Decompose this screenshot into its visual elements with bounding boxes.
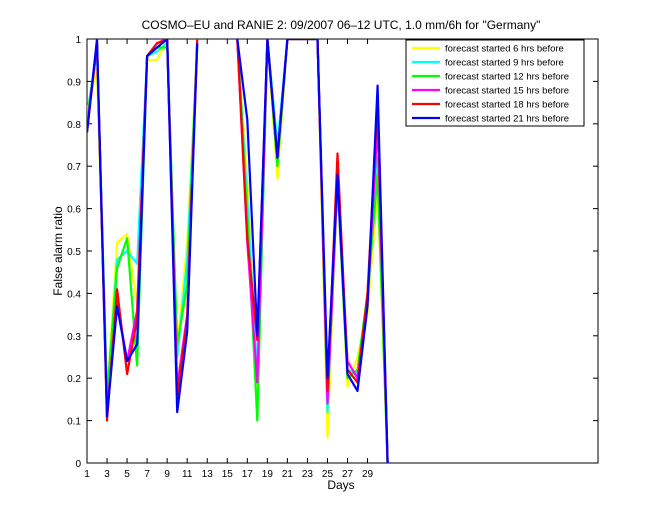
x-tick-label: 11 (182, 469, 193, 480)
y-tick-label: 0.4 (67, 289, 81, 300)
x-tick-label: 23 (302, 469, 314, 480)
legend: forecast started 6 hrs before forecast st… (405, 39, 585, 127)
x-tick-label: 1 (84, 469, 90, 480)
y-tick-label: 0.2 (67, 374, 81, 385)
x-tick-label: 25 (322, 469, 334, 480)
y-tick-label: 0.9 (67, 77, 81, 88)
chart-title: COSMO–EU and RANIE 2: 09/2007 06–12 UTC,… (142, 18, 541, 32)
y-tick-label: 0 (75, 459, 81, 470)
legend-box (405, 39, 585, 127)
x-tick-label: 3 (104, 469, 110, 480)
legend-label-2: forecast started 9 hrs before (445, 58, 564, 69)
series-line-6 (87, 39, 389, 463)
y-tick-label: 0.6 (67, 205, 81, 216)
y-tick-label: 0.3 (67, 332, 81, 343)
legend-label-3: forecast started 12 hrs before (445, 72, 569, 83)
y-tick-label: 0.5 (67, 247, 81, 258)
x-tick-label: 29 (362, 469, 374, 480)
y-tick-label: 0.7 (67, 162, 81, 173)
legend-label-5: forecast started 18 hrs before (445, 100, 569, 111)
x-tick-label: 9 (164, 469, 170, 480)
x-tick-label: 21 (282, 469, 294, 480)
x-axis-label: Days (327, 478, 354, 492)
x-tick-label: 27 (342, 469, 354, 480)
y-axis-label: False alarm ratio (51, 206, 65, 296)
y-tick-label: 0.8 (67, 120, 81, 131)
x-tick-label: 15 (222, 469, 234, 480)
plot-area: 1 3 5 7 9 11 13 15 17 19 21 23 25 27 2900.10.20.30.40.… (67, 35, 599, 480)
x-tick-label: 19 (262, 469, 274, 480)
legend-label-1: forecast started 6 hrs before (445, 44, 564, 55)
legend-label-4: forecast started 15 hrs before (445, 86, 569, 97)
y-tick-label: 0.1 (67, 417, 81, 428)
x-tick-label: 17 (242, 469, 254, 480)
x-tick-label: 7 (144, 469, 150, 480)
y-tick-label: 1 (75, 35, 81, 46)
x-tick-label: 5 (124, 469, 130, 480)
legend-label-6: forecast started 21 hrs before (445, 114, 569, 125)
x-tick-label: 13 (202, 469, 214, 480)
